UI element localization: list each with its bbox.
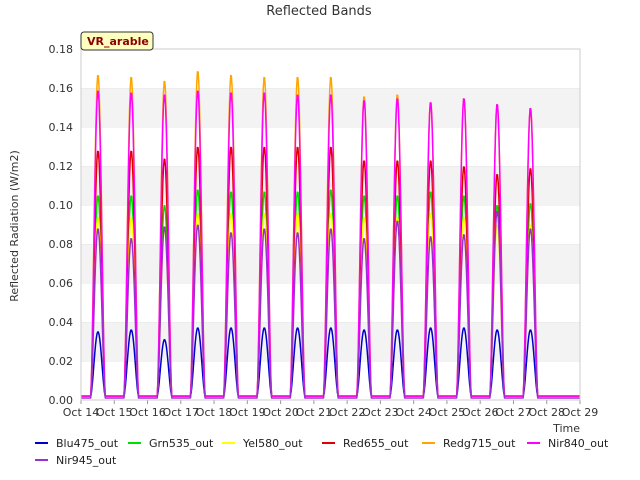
series-line-grn535_out	[80, 189, 581, 397]
x-tick-label: Oct 18	[196, 406, 233, 419]
y-tick-label: 0.00	[49, 394, 74, 407]
site-badge: VR_arable	[80, 31, 154, 51]
grid-band	[81, 244, 580, 283]
y-tick-label: 0.08	[49, 238, 74, 251]
x-tick-label: Oct 22	[329, 406, 366, 419]
plot-frame	[80, 48, 581, 401]
grid-band	[81, 205, 580, 244]
y-tick-label: 0.06	[49, 277, 74, 290]
x-tick-label: Oct 16	[129, 406, 166, 419]
y-axis-ticks: 0.00 0.02 0.04 0.06 0.08 0.10 0.12 0.14 0.16 0.18	[49, 43, 74, 407]
y-tick-label: 0.04	[49, 316, 74, 329]
x-tick-label: Oct 17	[163, 406, 200, 419]
series-line-nir945_out	[80, 210, 581, 399]
x-tick-label: Oct 21	[296, 406, 333, 419]
y-tick-label: 0.14	[49, 121, 74, 134]
x-tick-label: Oct 14	[63, 406, 100, 419]
x-tick-label: Oct 23	[362, 406, 399, 419]
series-line-nir840_out	[80, 90, 581, 397]
legend-label: Nir840_out	[548, 437, 609, 450]
series-line-blu475_out	[80, 327, 581, 397]
x-tick-label: Oct 24	[395, 406, 432, 419]
legend: Blu475_out Grn535_out Yel580_out Red655_out…	[35, 437, 609, 467]
grid-band	[81, 88, 580, 127]
y-axis-label: Reflected Radiation (W/m2)	[8, 150, 21, 302]
y-tick-label: 0.16	[49, 82, 74, 95]
legend-label: Redg715_out	[443, 437, 516, 450]
legend-label: Grn535_out	[149, 437, 214, 450]
site-badge-label: VR_arable	[87, 35, 149, 48]
legend-label: Nir945_out	[56, 454, 117, 467]
site-badge-box	[80, 31, 154, 51]
legend-label: Red655_out	[343, 437, 409, 450]
x-tick-label: Oct 27	[495, 406, 532, 419]
x-axis-label: Time	[552, 422, 580, 435]
series-line-red655_out	[80, 146, 581, 397]
y-tick-label: 0.10	[49, 199, 74, 212]
grid-band	[81, 361, 580, 400]
x-tick-label: Oct 20	[262, 406, 299, 419]
y-tick-label: 0.12	[49, 160, 74, 173]
x-tick-label: Oct 15	[96, 406, 133, 419]
x-tick-label: Oct 19	[229, 406, 266, 419]
y-tick-label: 0.02	[49, 355, 74, 368]
legend-label: Yel580_out	[242, 437, 303, 450]
grid-band	[81, 283, 580, 322]
x-tick-label: Oct 28	[528, 406, 565, 419]
grid-band	[81, 127, 580, 166]
x-tick-label: Oct 29	[562, 406, 599, 419]
y-tick-label: 0.18	[49, 43, 74, 56]
grid-band	[81, 166, 580, 205]
series-lines	[80, 71, 581, 399]
legend-label: Blu475_out	[56, 437, 119, 450]
x-tick-label: Oct 25	[429, 406, 466, 419]
chart-title: Reflected Bands	[266, 4, 372, 19]
x-tick-label: Oct 26	[462, 406, 499, 419]
